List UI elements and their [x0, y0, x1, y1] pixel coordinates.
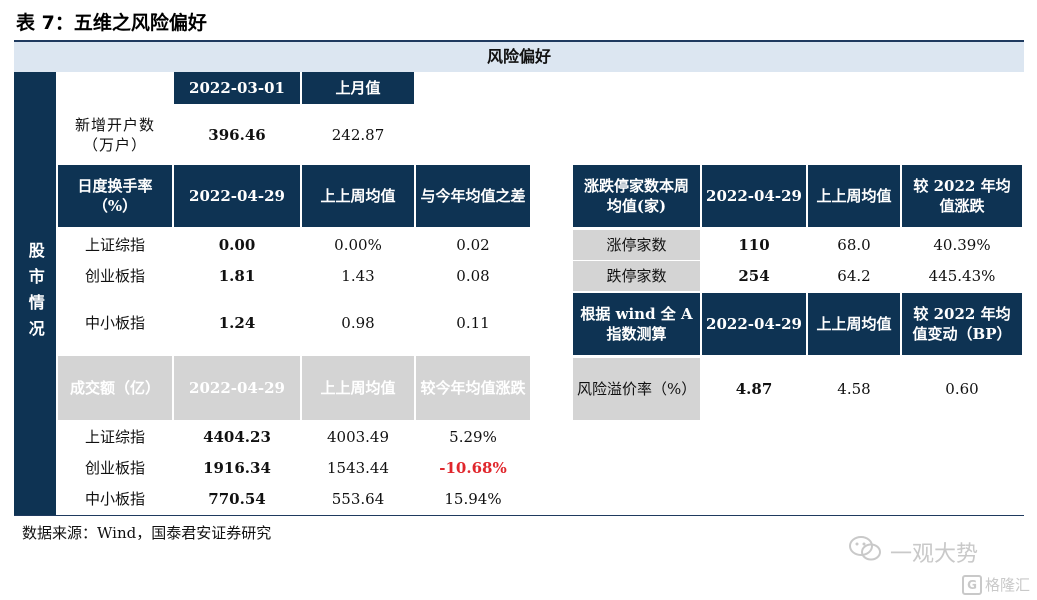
volume-row-value: 4404.23 [203, 427, 271, 446]
watermark-brand: 一观大势 [848, 535, 978, 569]
volume-row-prev: 553.64 [331, 489, 385, 508]
premium-row-diff: 0.60 [945, 379, 979, 398]
turnover-row-diff: 0.02 [456, 235, 490, 254]
watermark-brand-text: 一观大势 [890, 542, 979, 567]
limit-row-value: 254 [738, 266, 770, 285]
account-prev-header: 上月值 [302, 72, 414, 104]
source-note: 数据来源：Wind，国泰君安证券研究 [22, 524, 272, 542]
turnover-row-value: 1.81 [218, 266, 256, 285]
limit-header-prev: 上上周均值 [808, 165, 900, 227]
turnover-row-diff: 0.08 [456, 266, 490, 285]
volume-row-name: 创业板指 [84, 458, 145, 477]
volume-row-value: 1916.34 [203, 458, 271, 477]
volume-header-prev: 上上周均值 [302, 356, 414, 420]
premium-row-prev: 4.58 [837, 379, 871, 398]
watermark-logo-text: 格隆汇 [985, 576, 1031, 594]
volume-row-prev: 1543.44 [326, 458, 390, 477]
account-value: 396.46 [208, 125, 266, 144]
limit-row-name: 涨停家数 [573, 230, 700, 260]
volume-row-diff-negative: -10.68% [439, 458, 507, 477]
volume-row-value: 770.54 [208, 489, 266, 508]
turnover-row-value: 0.00 [218, 235, 256, 254]
header-band: 风险偏好 [14, 42, 1024, 72]
table-title: 表 7：五维之风险偏好 [16, 12, 207, 34]
account-prev: 242.87 [331, 125, 385, 144]
account-date-header: 2022-03-01 [174, 72, 300, 104]
turnover-row-name: 创业板指 [84, 266, 145, 285]
wechat-icon [848, 535, 882, 569]
logo-g-icon: G [962, 574, 982, 595]
turnover-header-label: 日度换手率（%） [58, 165, 172, 227]
premium-row-name: 风险溢价率（%） [573, 358, 700, 420]
volume-row-diff: 15.94% [444, 489, 502, 508]
account-label: 新增开户数（万户） [74, 115, 155, 154]
volume-row-prev: 4003.49 [326, 427, 390, 446]
side-label: 股市情况 [14, 72, 56, 515]
turnover-header-date: 2022-04-29 [174, 165, 300, 227]
volume-header-date: 2022-04-29 [174, 356, 300, 420]
volume-row-diff: 5.29% [449, 427, 497, 446]
turnover-row-prev: 0.98 [341, 313, 375, 332]
bottom-rule [14, 515, 1024, 516]
limit-row-value: 110 [738, 235, 770, 254]
limit-row-prev: 68.0 [837, 235, 871, 254]
turnover-row-name: 中小板指 [84, 313, 145, 332]
turnover-row-prev: 1.43 [341, 266, 375, 285]
volume-row-name: 中小板指 [84, 489, 145, 508]
limit-row-diff: 445.43% [928, 266, 996, 285]
limit-row-name: 跌停家数 [573, 261, 700, 291]
limit-header-diff: 较 2022 年均值涨跌 [902, 165, 1022, 227]
turnover-row-name: 上证综指 [84, 235, 145, 254]
volume-row-name: 上证综指 [84, 427, 145, 446]
volume-header-label: 成交额（亿） [58, 356, 172, 420]
limit-row-diff: 40.39% [933, 235, 991, 254]
turnover-row-value: 1.24 [218, 313, 256, 332]
limit-row-prev: 64.2 [837, 266, 871, 285]
premium-header-date: 2022-04-29 [702, 293, 806, 355]
limit-header-date: 2022-04-29 [702, 165, 806, 227]
premium-header-prev: 上上周均值 [808, 293, 900, 355]
turnover-header-diff: 与今年均值之差 [416, 165, 530, 227]
premium-row-value: 4.87 [735, 379, 773, 398]
top-rule [14, 40, 1024, 42]
turnover-row-prev: 0.00% [334, 235, 382, 254]
turnover-header-prev: 上上周均值 [302, 165, 414, 227]
watermark-logo: G 格隆汇 [962, 574, 1030, 595]
turnover-row-diff: 0.11 [456, 313, 490, 332]
premium-header-label: 根据 wind 全 A 指数测算 [573, 293, 700, 355]
volume-header-diff: 较今年均值涨跌 [416, 356, 530, 420]
limit-header-label: 涨跌停家数本周均值(家) [573, 165, 700, 227]
premium-header-diff: 较 2022 年均值变动（BP） [902, 293, 1022, 355]
